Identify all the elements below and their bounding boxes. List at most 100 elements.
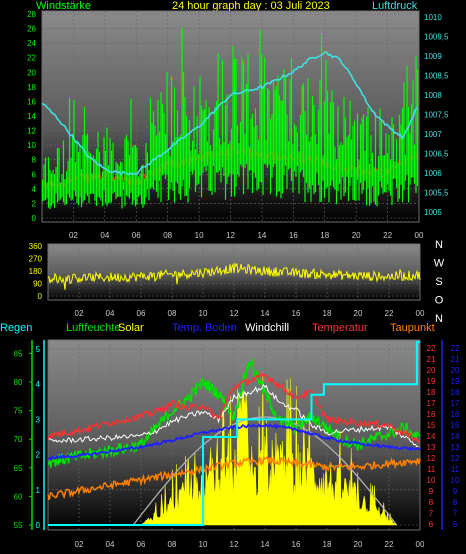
rain-line: [48, 341, 420, 526]
lower-x-axis-tick: 02: [75, 540, 84, 549]
lower-x-axis-tick: 16: [292, 540, 301, 549]
legend-solar: Solar: [118, 322, 144, 334]
wind-y-tick: 2: [32, 199, 37, 208]
temperature-y-tick: 6: [429, 520, 434, 529]
wind-axis-title: Windstärke: [36, 0, 91, 12]
soil-y-tick: 13: [451, 443, 460, 452]
humidity-y-axis-ticks: 55 60 65 70 75 80 85: [14, 349, 32, 530]
soil-y-tick: 20: [451, 366, 460, 375]
direction-x-tick: 08: [168, 309, 177, 318]
humidity-y-tick: 75: [14, 407, 23, 416]
rain-y-tick: 1: [36, 486, 41, 495]
wind-y-tick: 18: [27, 83, 36, 92]
wind-y-tick: 12: [27, 127, 36, 136]
pressure-y-tick: 1007,5: [424, 111, 449, 120]
wind-y-tick: 24: [27, 39, 36, 48]
rain-y-axis-ticks: 0 1 2 3 4 5: [36, 345, 41, 530]
soil-y-tick: 12: [451, 454, 460, 463]
temperature-y-tick: 14: [427, 432, 436, 441]
direction-x-tick: 02: [75, 309, 84, 318]
solar-area: [140, 372, 397, 526]
legend-windchill: Windchill: [245, 322, 289, 334]
wind-x-tick: 04: [100, 231, 109, 240]
humidity-y-tick: 60: [14, 492, 23, 501]
temperature-y-tick: 12: [427, 454, 436, 463]
solar-max-curve: [132, 416, 398, 526]
soil-y-tick: 19: [451, 377, 460, 386]
temperature-y-tick: 17: [427, 399, 436, 408]
soil-y-tick: 15: [451, 421, 460, 430]
soil-temp-line: [47, 423, 421, 461]
wind-x-tick: 16: [289, 231, 298, 240]
direction-x-tick: 18: [323, 309, 332, 318]
pressure-y-axis-ticks: 1005 1005,5 1006 1006,5 1007 1007,5 1008 1008,5…: [424, 13, 449, 217]
rain-y-tick: 0: [36, 521, 41, 530]
lower-x-axis-tick: 12: [230, 540, 239, 549]
soil-y-tick: 14: [451, 432, 460, 441]
legend-temperatur: Temperatur: [312, 322, 368, 334]
compass-label: N: [435, 313, 443, 325]
soil-y-tick: 8: [453, 498, 458, 507]
pressure-y-tick: 1008,5: [424, 72, 449, 81]
lower-x-axis-tick: 04: [106, 540, 115, 549]
direction-y-tick: 270: [29, 255, 43, 264]
direction-x-tick: 10: [199, 309, 208, 318]
wind-x-tick: 20: [352, 231, 361, 240]
soil-y-tick: 11: [451, 465, 460, 474]
direction-x-tick: 06: [137, 309, 146, 318]
direction-x-tick: 12: [230, 309, 239, 318]
page-title: 24 hour graph day : 03 Juli 2023: [172, 0, 330, 12]
compass-label: N: [435, 239, 443, 251]
temperature-y-tick: 22: [427, 344, 436, 353]
direction-x-tick: 14: [261, 309, 270, 318]
lower-x-axis-tick: 08: [168, 540, 177, 549]
direction-x-tick: 22: [385, 309, 394, 318]
direction-line: [47, 261, 421, 290]
direction-x-tick: 00: [416, 309, 425, 318]
temperature-line: [47, 372, 420, 445]
direction-y-tick: 90: [33, 280, 42, 289]
rain-y-tick: 4: [36, 380, 41, 389]
rain-y-tick: 2: [36, 451, 41, 460]
lower-x-axis-tick: 00: [416, 540, 425, 549]
direction-x-axis-ticks: 02 04 06 08 10 12 14 16 18 20 22 00: [75, 309, 425, 318]
pressure-y-tick: 1007: [424, 130, 442, 139]
rain-y-tick: 3: [36, 415, 41, 424]
compass-label: O: [435, 295, 444, 307]
legend-temp-boden: Temp. Boden: [172, 322, 237, 334]
pressure-axis-title: Luftdruck: [372, 0, 418, 12]
wind-x-tick: 02: [69, 231, 78, 240]
wind-y-tick: 0: [32, 214, 37, 223]
legend-luftfeuchte: Luftfeuchte: [66, 322, 120, 334]
humidity-y-tick: 70: [14, 435, 23, 444]
wind-x-tick: 00: [415, 231, 424, 240]
soil-y-tick: 7: [453, 509, 458, 518]
soil-y-tick: 6: [453, 520, 458, 529]
lower-x-axis-tick: 06: [137, 540, 146, 549]
direction-y-tick: 0: [38, 292, 43, 301]
direction-y-tick: 180: [29, 267, 43, 276]
lower-x-axis-ticks: 02 04 06 08 10 12 14 16 18 20 22 00: [75, 540, 425, 549]
wind-x-tick: 22: [383, 231, 392, 240]
lower-x-axis-tick: 14: [261, 540, 270, 549]
pressure-line: [41, 51, 418, 176]
compass-label: S: [435, 276, 442, 288]
compass-label: W: [434, 258, 445, 270]
temperature-y-tick: 15: [427, 421, 436, 430]
temperature-y-tick: 16: [427, 410, 436, 419]
pressure-y-tick: 1009,5: [424, 33, 449, 42]
temperature-y-tick: 19: [427, 377, 436, 386]
lower-x-axis-tick: 20: [354, 540, 363, 549]
legend-taupunkt: Taupunkt: [390, 322, 435, 334]
lower-legend: Regen Luftfeuchte Solar Temp. Boden Wind…: [0, 322, 435, 334]
wind-y-tick: 16: [27, 97, 36, 106]
temperature-y-axis-ticks: 6 7 8 9 10 11 12 13 14 15 16 17 18 19 20 21 22: [427, 344, 436, 529]
wind-y-tick: 10: [27, 141, 36, 150]
wind-x-tick: 08: [163, 231, 172, 240]
windchill-line: [47, 383, 419, 448]
humidity-y-tick: 55: [14, 521, 23, 530]
temperature-y-tick: 7: [429, 509, 434, 518]
